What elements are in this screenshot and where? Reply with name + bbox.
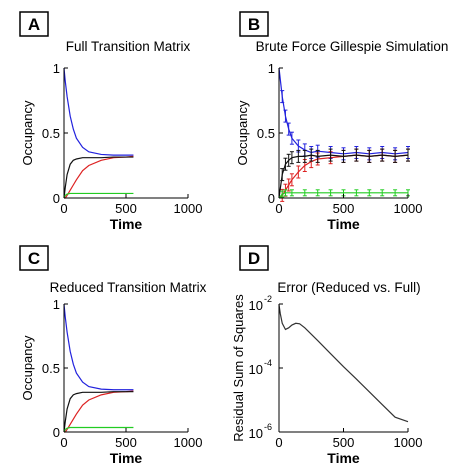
y-tick-label: 10 bbox=[249, 298, 263, 313]
x-tick-label: 0 bbox=[60, 201, 67, 216]
y-tick-label: 0 bbox=[268, 191, 275, 206]
series-line bbox=[278, 304, 409, 423]
series-line bbox=[278, 154, 409, 199]
series-group bbox=[63, 303, 134, 433]
panel-letter: B bbox=[248, 15, 260, 34]
y-tick-label: 0.5 bbox=[42, 361, 60, 376]
panel-letter-badge: D bbox=[239, 245, 269, 271]
x-tick-label: 1000 bbox=[174, 201, 203, 216]
y-tick-label: 0.5 bbox=[42, 126, 60, 141]
y-tick-label: 0.5 bbox=[257, 126, 275, 141]
x-tick-label: 0 bbox=[60, 435, 67, 450]
x-tick-label: 500 bbox=[333, 201, 355, 216]
x-tick-label: 1000 bbox=[174, 435, 203, 450]
x-tick-label: 1000 bbox=[394, 435, 423, 450]
x-tick-label: 500 bbox=[115, 201, 137, 216]
panel-letter-box bbox=[19, 245, 49, 271]
y-tick-exponent: -4 bbox=[264, 358, 272, 368]
series-line bbox=[64, 390, 134, 433]
y-tick-label: 10 bbox=[249, 426, 263, 441]
panel-letter-badge: B bbox=[239, 11, 269, 37]
y-tick-exponent: -2 bbox=[264, 294, 272, 304]
series-line bbox=[63, 426, 134, 433]
x-axis-label: Time bbox=[110, 450, 143, 466]
series-group bbox=[278, 304, 409, 423]
series-group bbox=[63, 67, 134, 199]
y-axis-label: Occupancy bbox=[20, 100, 35, 166]
y-tick-exponent: -6 bbox=[264, 422, 272, 432]
panel-letter: A bbox=[28, 15, 40, 34]
panel-letter-badge: C bbox=[19, 245, 49, 271]
series-line bbox=[63, 303, 134, 391]
y-tick-label: 0 bbox=[53, 425, 60, 440]
y-tick-label: 1 bbox=[53, 61, 60, 76]
chart-title: Reduced Transition Matrix bbox=[50, 280, 207, 295]
panel-letter-box bbox=[239, 11, 269, 37]
x-axis-label: Time bbox=[110, 216, 143, 232]
series-group bbox=[278, 67, 410, 202]
y-tick-label: 10 bbox=[249, 362, 263, 377]
x-tick-label: 500 bbox=[115, 435, 137, 450]
panel-a: A Full Transition Matrix 0 500 1000 0 0.5 1 Time… bbox=[19, 11, 203, 232]
x-axis-label: Time bbox=[327, 450, 360, 466]
chart-title: Brute Force Gillespie Simulation bbox=[256, 39, 449, 54]
panel-letter-box bbox=[19, 11, 49, 37]
chart-title: Full Transition Matrix bbox=[66, 39, 191, 54]
y-tick-label: 1 bbox=[268, 61, 275, 76]
series-line bbox=[63, 156, 134, 199]
panel-letter-box bbox=[239, 245, 269, 271]
panel-letter: C bbox=[28, 249, 40, 268]
x-tick-label: 500 bbox=[333, 435, 355, 450]
y-tick-label: 0 bbox=[53, 191, 60, 206]
y-tick-label: 1 bbox=[53, 297, 60, 312]
chart-title: Error (Reduced vs. Full) bbox=[277, 280, 420, 295]
panel-c: C Reduced Transition Matrix 0 500 1000 0 0.5 1 T… bbox=[19, 245, 207, 466]
y-axis-label: Occupancy bbox=[235, 100, 250, 166]
y-axis-label: Occupancy bbox=[20, 335, 35, 401]
x-axis-label: Time bbox=[327, 216, 360, 232]
x-tick-label: 0 bbox=[275, 201, 282, 216]
series-line bbox=[63, 391, 134, 433]
x-tick-label: 0 bbox=[275, 435, 282, 450]
panel-letter: D bbox=[248, 249, 260, 268]
y-axis-label: Residual Sum of Squares bbox=[231, 294, 246, 442]
series-line bbox=[64, 155, 134, 199]
series-line bbox=[63, 67, 134, 156]
series-line bbox=[63, 192, 134, 199]
panel-letter-badge: A bbox=[19, 11, 49, 37]
x-tick-label: 1000 bbox=[394, 201, 423, 216]
